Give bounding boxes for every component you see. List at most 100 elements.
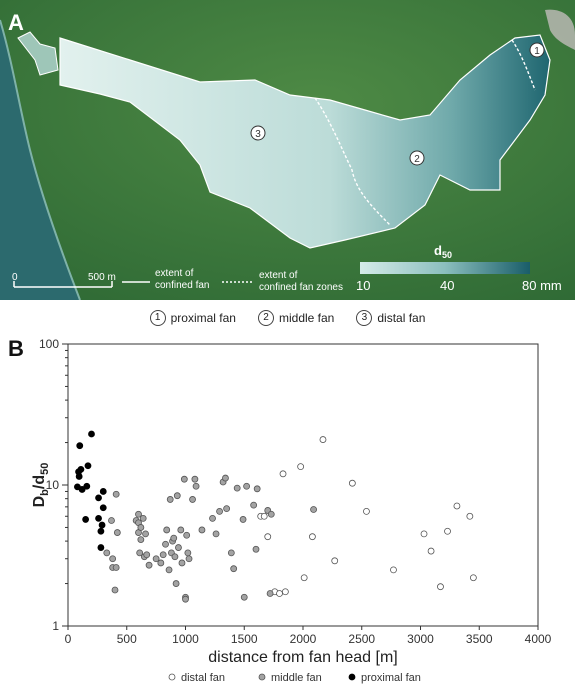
colorbar-tick-mid: 40 <box>440 278 454 293</box>
legend-marker <box>168 673 176 681</box>
zones-legend-item-middle: 2 middle fan <box>257 310 335 326</box>
point-distal-fan <box>444 527 451 535</box>
point-middle-fan <box>165 566 173 574</box>
colorbar-ramp <box>360 262 530 274</box>
point-distal-fan <box>260 512 268 520</box>
point-middle-fan <box>185 555 193 563</box>
svg-text:extent of: extent of <box>259 270 298 281</box>
point-proximal-fan <box>98 521 106 529</box>
point-distal-fan <box>348 479 356 487</box>
x-axis-label: distance from fan head [m] <box>208 649 397 666</box>
point-middle-fan <box>183 531 191 539</box>
scatter-chart: B 0 500 1000 1500 2000 2500 3000 3500 4000 1 10 10… <box>8 336 552 684</box>
y-tick-label: 10 <box>46 478 60 492</box>
point-proximal-fan <box>83 482 91 490</box>
river-channel <box>17 31 59 76</box>
point-middle-fan <box>253 485 261 493</box>
scalebar: 0 500 m <box>12 272 116 288</box>
point-middle-fan <box>189 496 196 503</box>
point-middle-fan <box>233 484 241 492</box>
point-middle-fan <box>112 564 120 571</box>
point-middle-fan <box>145 561 153 569</box>
point-proximal-fan <box>95 494 102 502</box>
svg-text:confined fan zones: confined fan zones <box>259 282 343 293</box>
point-middle-fan <box>192 482 200 490</box>
point-distal-fan <box>264 533 272 541</box>
point-distal-fan <box>420 530 428 538</box>
point-proximal-fan <box>97 544 105 551</box>
zone-boundary-2 <box>314 97 391 226</box>
zone-label: proximal fan <box>170 311 236 325</box>
point-middle-fan <box>139 514 147 522</box>
point-middle-fan <box>112 490 120 498</box>
point-distal-fan <box>276 590 283 597</box>
hill-shade <box>545 9 575 51</box>
point-middle-fan <box>109 555 117 563</box>
panel-b-label: B <box>8 336 24 361</box>
point-middle-fan <box>212 530 220 538</box>
point-middle-fan <box>157 559 165 567</box>
point-proximal-fan <box>97 527 105 535</box>
point-middle-fan <box>111 586 119 594</box>
point-proximal-fan <box>75 473 83 480</box>
scalebar-value: 500 m <box>88 272 116 283</box>
legend-label: distal fan <box>181 672 225 684</box>
point-middle-fan <box>184 549 192 557</box>
zone-marker-2: 2 <box>409 150 425 166</box>
point-middle-fan <box>142 530 149 538</box>
point-middle-fan <box>159 551 167 559</box>
point-middle-fan <box>239 516 247 523</box>
svg-text:extent of: extent of <box>155 268 194 279</box>
point-distal-fan <box>281 588 289 596</box>
svg-text:3: 3 <box>255 129 261 140</box>
scalebar-zero: 0 <box>12 272 18 283</box>
legend-label: proximal fan <box>361 672 421 684</box>
x-tick-label: 2500 <box>348 632 375 646</box>
y-axis: 1 10 100 <box>39 337 68 633</box>
point-middle-fan <box>267 510 275 518</box>
point-middle-fan <box>198 526 206 534</box>
point-distal-fan <box>469 574 477 582</box>
point-distal-fan <box>453 502 461 510</box>
point-middle-fan <box>266 590 274 597</box>
point-middle-fan <box>172 580 180 587</box>
point-middle-fan <box>113 529 121 536</box>
zones-legend: 1 proximal fan 2 middle fan 3 distal fan <box>0 306 575 330</box>
point-middle-fan <box>135 510 142 518</box>
plot-area <box>67 343 539 627</box>
point-proximal-fan <box>88 430 95 438</box>
point-distal-fan <box>319 436 327 443</box>
legend-confined-fan: extent of confined fan <box>122 268 210 291</box>
point-middle-fan <box>252 545 260 553</box>
chart-legend: distal fan middle fan proximal fan <box>168 672 421 684</box>
x-tick-label: 4000 <box>525 632 552 646</box>
legend-label: middle fan <box>271 672 322 684</box>
zones-legend-item-distal: 3 distal fan <box>356 310 425 326</box>
zone-number-circle: 3 <box>356 310 373 326</box>
point-distal-fan <box>427 547 435 555</box>
legend-fan-zones: extent of confined fan zones <box>222 270 343 293</box>
x-tick-label: 3500 <box>466 632 493 646</box>
y-tick-label: 1 <box>52 619 59 633</box>
svg-text:2: 2 <box>414 154 420 165</box>
point-middle-fan <box>230 565 238 573</box>
point-middle-fan <box>250 501 258 509</box>
point-proximal-fan <box>95 514 102 522</box>
point-middle-fan <box>152 555 160 563</box>
colorbar-tick-max: 80 mm <box>522 278 562 293</box>
point-middle-fan <box>103 549 111 557</box>
point-middle-fan <box>182 595 189 603</box>
zones-legend-item-proximal: 1 proximal fan <box>149 310 236 326</box>
x-tick-label: 1000 <box>172 632 199 646</box>
fan-extent <box>59 34 551 249</box>
point-distal-fan <box>308 533 316 541</box>
point-distal-fan <box>300 574 308 582</box>
point-middle-fan <box>163 526 171 534</box>
point-middle-fan <box>222 474 229 482</box>
x-tick-label: 500 <box>117 632 137 646</box>
point-middle-fan <box>209 514 216 522</box>
point-distal-fan <box>437 583 444 591</box>
point-middle-fan <box>108 517 115 524</box>
point-middle-fan <box>216 507 223 515</box>
zone-label: middle fan <box>278 311 335 325</box>
